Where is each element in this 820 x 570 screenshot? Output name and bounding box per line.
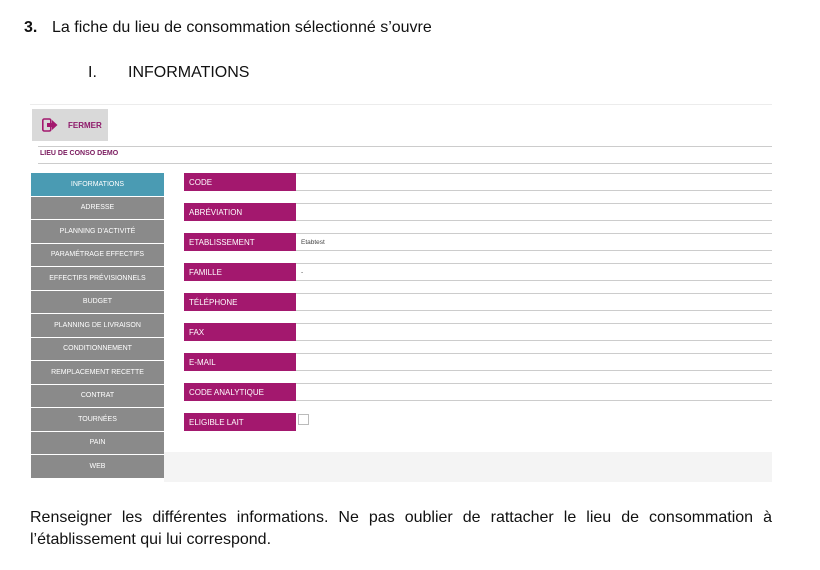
- sidebar-item-web[interactable]: WEB: [31, 455, 164, 478]
- section-numeral: I.: [88, 64, 97, 81]
- section-title: INFORMATIONS: [128, 64, 250, 81]
- code-input[interactable]: [296, 173, 772, 191]
- field-telephone: TÉLÉPHONE: [184, 293, 772, 311]
- section-heading: I. INFORMATIONS: [88, 64, 249, 82]
- fax-input[interactable]: [296, 323, 772, 341]
- close-button[interactable]: FERMER: [32, 109, 108, 141]
- code-analytique-input[interactable]: [296, 383, 772, 401]
- field-eligible-lait: ELIGIBLE LAIT: [184, 413, 772, 431]
- field-label: ELIGIBLE LAIT: [184, 413, 296, 431]
- sidebar-item-planning-livraison[interactable]: PLANNING DE LIVRAISON: [31, 314, 164, 337]
- sidebar-item-remplacement-recette[interactable]: REMPLACEMENT RECETTE: [31, 361, 164, 384]
- field-code-analytique: CODE ANALYTIQUE: [184, 383, 772, 401]
- field-fax: FAX: [184, 323, 772, 341]
- record-title-bar: LIEU DE CONSO DEMO: [38, 146, 772, 164]
- field-email: E-MAIL: [184, 353, 772, 371]
- sidebar-item-parametrage-effectifs[interactable]: PARAMÉTRAGE EFFECTIFS: [31, 243, 164, 266]
- field-label: FAX: [184, 323, 296, 341]
- step-text: La fiche du lieu de consommation sélecti…: [52, 19, 432, 36]
- exit-icon: [42, 118, 58, 132]
- field-label: E-MAIL: [184, 353, 296, 371]
- field-label: FAMILLE: [184, 263, 296, 281]
- eligible-lait-checkbox[interactable]: [298, 414, 309, 425]
- sidebar: INFORMATIONS ADRESSE PLANNING D'ACTIVITÉ…: [31, 173, 164, 479]
- field-etablissement: ETABLISSEMENT Etabtest: [184, 233, 772, 251]
- sidebar-item-effectifs-previsionnels[interactable]: EFFECTIFS PRÉVISIONNELS: [31, 267, 164, 290]
- telephone-input[interactable]: [296, 293, 772, 311]
- famille-input[interactable]: -: [296, 263, 772, 281]
- sidebar-item-informations[interactable]: INFORMATIONS: [31, 173, 164, 196]
- sidebar-item-contrat[interactable]: CONTRAT: [31, 384, 164, 407]
- etablissement-input[interactable]: Etabtest: [296, 233, 772, 251]
- field-famille: FAMILLE -: [184, 263, 772, 281]
- sidebar-item-planning-activite[interactable]: PLANNING D'ACTIVITÉ: [31, 220, 164, 243]
- field-label: TÉLÉPHONE: [184, 293, 296, 311]
- sidebar-item-conditionnement[interactable]: CONDITIONNEMENT: [31, 337, 164, 360]
- sidebar-item-adresse[interactable]: ADRESSE: [31, 196, 164, 219]
- instruction-paragraph: Renseigner les différentes informations.…: [30, 509, 772, 548]
- field-abreviation: ABRÉVIATION: [184, 203, 772, 221]
- step-number: 3.: [24, 19, 38, 36]
- sidebar-item-pain[interactable]: PAIN: [31, 431, 164, 454]
- field-code: CODE: [184, 173, 772, 191]
- sidebar-item-budget[interactable]: BUDGET: [31, 290, 164, 313]
- field-label: ETABLISSEMENT: [184, 233, 296, 251]
- content-footer-area: [164, 452, 772, 482]
- toolbar: FERMER: [30, 104, 772, 141]
- record-title: LIEU DE CONSO DEMO: [40, 150, 119, 157]
- sidebar-item-tournees[interactable]: TOURNÉES: [31, 408, 164, 431]
- email-input[interactable]: [296, 353, 772, 371]
- app-screenshot: FERMER LIEU DE CONSO DEMO INFORMATIONS A…: [30, 104, 772, 482]
- step-heading: 3. La fiche du lieu de consommation sélec…: [24, 19, 432, 37]
- field-label: CODE: [184, 173, 296, 191]
- abreviation-input[interactable]: [296, 203, 772, 221]
- field-label: ABRÉVIATION: [184, 203, 296, 221]
- close-button-label: FERMER: [68, 120, 102, 130]
- field-label: CODE ANALYTIQUE: [184, 383, 296, 401]
